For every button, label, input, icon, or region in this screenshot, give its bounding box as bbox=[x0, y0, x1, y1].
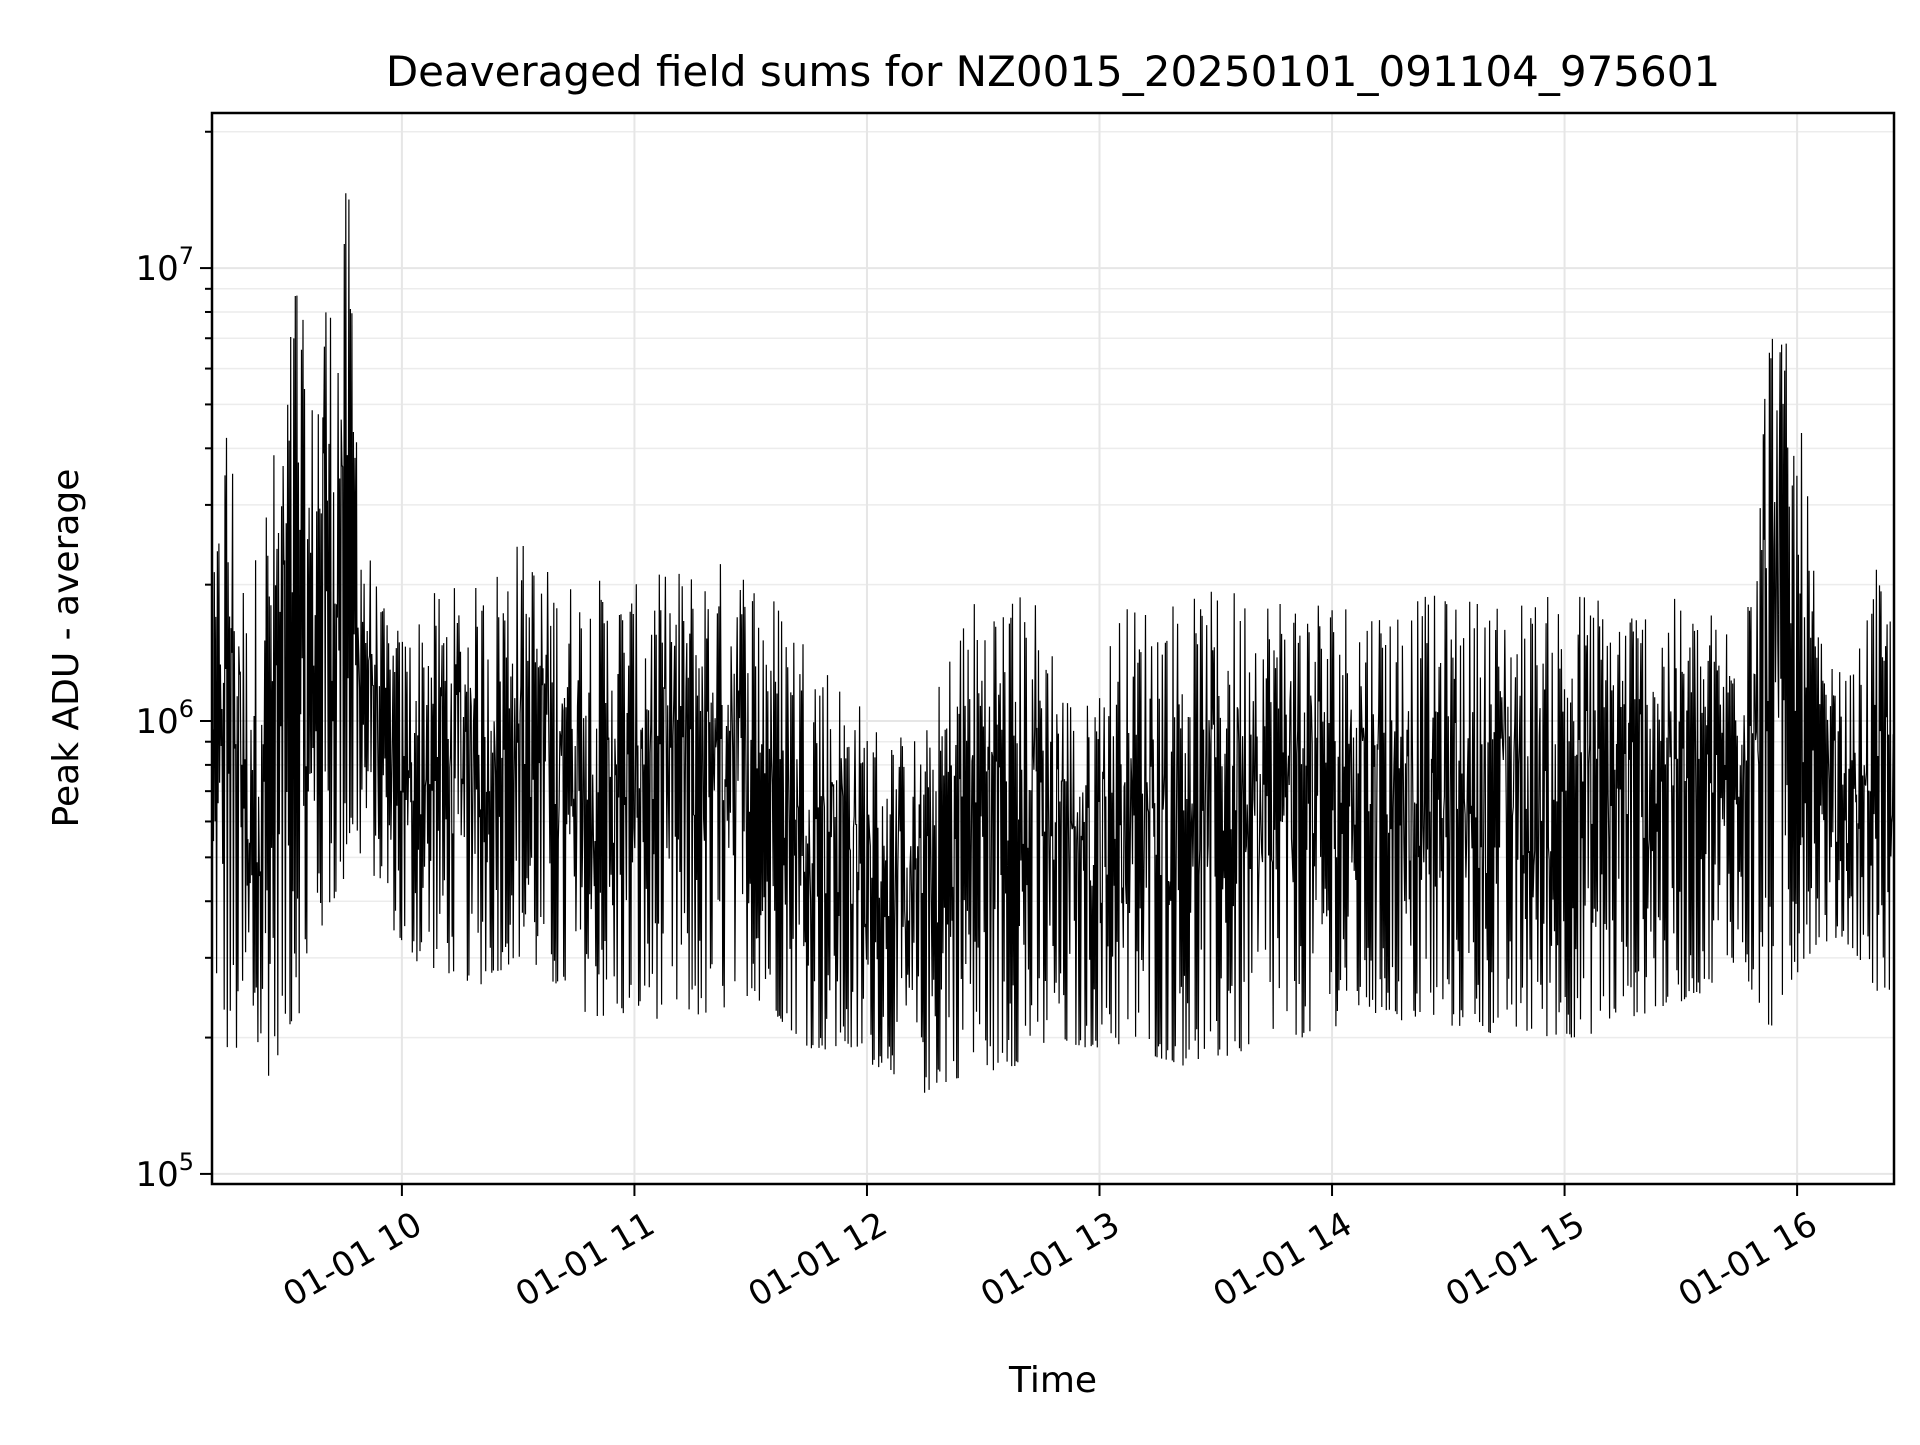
x-tick-label: 01-01 13 bbox=[974, 1204, 1126, 1315]
y-tick-label: 107 bbox=[135, 242, 194, 289]
plot-frame bbox=[210, 111, 1896, 1186]
series-line bbox=[211, 193, 1895, 1093]
chart-title: Deaveraged field sums for NZ0015_2025010… bbox=[386, 47, 1720, 96]
series-layer bbox=[211, 193, 1895, 1093]
x-tick-label: 01-01 12 bbox=[742, 1204, 894, 1315]
grid bbox=[212, 113, 1894, 1184]
y-axis-label: Peak ADU - average bbox=[46, 469, 87, 828]
x-tick-label: 01-01 10 bbox=[277, 1204, 429, 1315]
x-tick-label: 01-01 15 bbox=[1439, 1204, 1591, 1315]
x-tick-label: 01-01 16 bbox=[1672, 1204, 1824, 1315]
x-axis-label: Time bbox=[1008, 1360, 1097, 1401]
y-tick-label: 105 bbox=[135, 1148, 194, 1195]
y-tick-label: 106 bbox=[135, 695, 194, 742]
x-tick-label: 01-01 11 bbox=[509, 1204, 661, 1315]
x-tick-label: 01-01 14 bbox=[1207, 1204, 1359, 1315]
